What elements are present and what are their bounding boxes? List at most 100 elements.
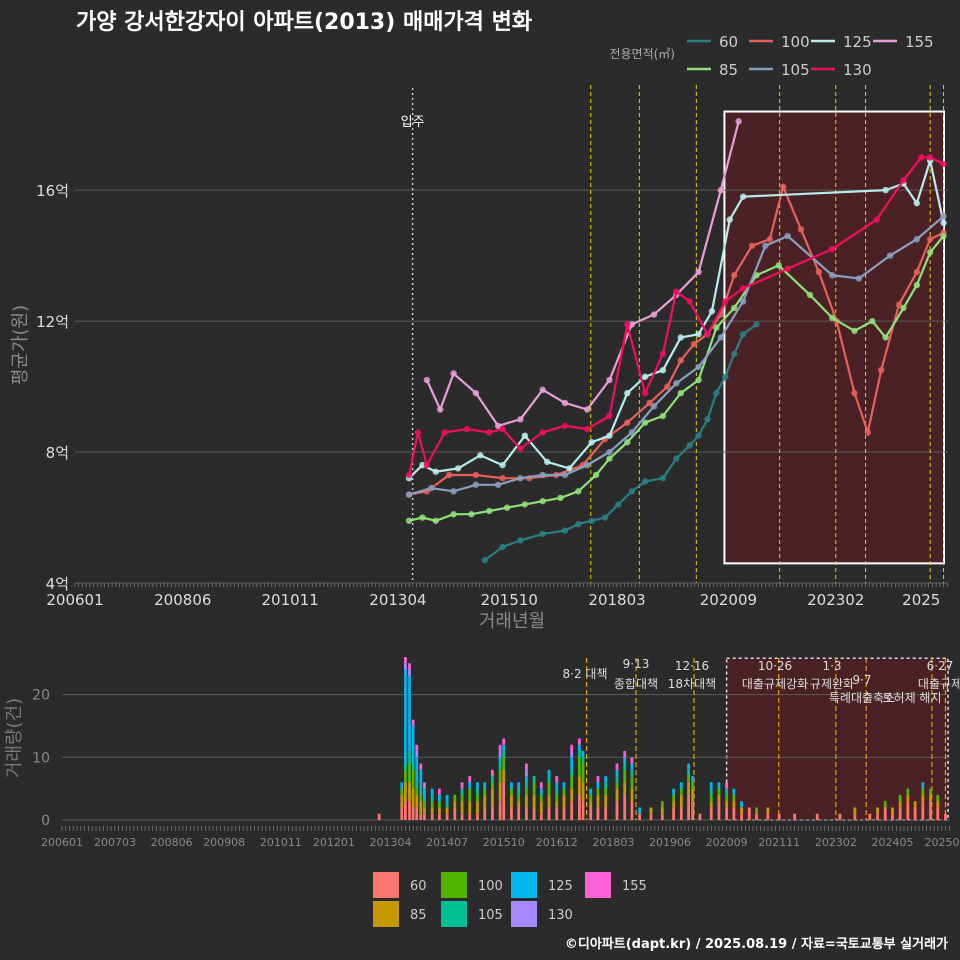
volume-bar-85 xyxy=(411,788,415,808)
volume-bar-60 xyxy=(604,807,608,820)
volume-x-tick-label: 202507 xyxy=(924,836,960,849)
series-point-100 xyxy=(748,242,756,249)
volume-bar-155 xyxy=(468,776,472,783)
legend-title: 전용면적(㎡) xyxy=(609,47,675,61)
volume-bar-85 xyxy=(672,801,676,808)
volume-bar-60 xyxy=(547,807,551,820)
series-point-130 xyxy=(584,425,591,433)
volume-bar-100 xyxy=(453,794,457,802)
volume-bar-105 xyxy=(532,776,536,783)
volume-bar-60 xyxy=(555,807,559,820)
volume-bar-125 xyxy=(717,782,721,789)
volume-bar-125 xyxy=(679,782,683,789)
series-point-105 xyxy=(561,471,569,479)
volume-bar-100 xyxy=(898,794,902,802)
volume-bar-125 xyxy=(547,769,551,777)
x-axis-title: 거래년월 xyxy=(479,611,545,632)
volume-bar-60 xyxy=(630,801,634,820)
volume-x-tick-label: 201304 xyxy=(369,836,411,849)
series-point-85 xyxy=(677,389,684,397)
volume-bar-85 xyxy=(483,794,487,808)
volume-y-tick-label: 10 xyxy=(32,750,50,766)
volume-bar-60 xyxy=(883,807,887,820)
series-point-125 xyxy=(606,432,613,439)
series-point-85 xyxy=(913,281,921,289)
volume-bar-125 xyxy=(502,744,506,752)
volume-x-tick-label: 200908 xyxy=(203,836,245,849)
series-point-125 xyxy=(677,334,684,341)
volume-bar-105 xyxy=(491,776,494,783)
series-point-105 xyxy=(855,275,863,282)
series-point-60 xyxy=(601,514,609,521)
volume-bar-125 xyxy=(404,669,407,764)
volume-bar-60 xyxy=(709,807,713,820)
volume-legend-label-125: 125 xyxy=(548,879,573,894)
volume-bar-100 xyxy=(883,801,887,808)
series-point-125 xyxy=(588,439,595,446)
volume-bar-60 xyxy=(868,813,872,820)
volume-bar-105 xyxy=(415,782,419,789)
volume-bar-85 xyxy=(906,794,910,802)
volume-bar-130 xyxy=(408,669,411,676)
volume-bar-155 xyxy=(630,757,634,764)
series-point-105 xyxy=(886,252,894,259)
series-point-100 xyxy=(677,357,684,364)
volume-bar-100 xyxy=(491,782,494,789)
policy-annotation-name: 규제완화 xyxy=(810,677,854,691)
series-point-85 xyxy=(695,376,702,384)
x-tick-label: 201510 xyxy=(481,591,538,609)
series-point-125 xyxy=(913,200,921,207)
series-point-100 xyxy=(646,399,653,407)
series-point-85 xyxy=(775,262,782,269)
volume-x-tick-label: 201510 xyxy=(483,836,525,849)
volume-bar-60 xyxy=(483,807,487,820)
volume-bar-60 xyxy=(430,813,434,820)
series-point-60 xyxy=(731,350,738,358)
volume-bar-100 xyxy=(408,763,411,783)
volume-legend-swatch-85 xyxy=(373,901,399,927)
volume-x-tick-label: 202111 xyxy=(758,836,800,849)
volume-bar-100 xyxy=(596,788,600,795)
series-point-125 xyxy=(624,389,631,397)
volume-bar-60 xyxy=(517,807,521,820)
volume-bar-105 xyxy=(709,788,713,795)
series-point-125 xyxy=(739,193,747,200)
series-point-130 xyxy=(940,160,947,168)
series-point-100 xyxy=(766,236,774,243)
policy-annotation-date: 9·7 xyxy=(852,673,871,687)
volume-bar-60 xyxy=(438,813,441,820)
volume-bar-60 xyxy=(539,813,543,820)
y-tick-label: 16억 xyxy=(36,182,69,200)
volume-bar-155 xyxy=(491,769,494,777)
volume-bar-100 xyxy=(615,782,619,789)
volume-bar-60 xyxy=(589,807,593,820)
volume-bar-60 xyxy=(944,813,947,820)
volume-bar-85 xyxy=(691,788,695,802)
volume-bar-130 xyxy=(524,769,528,777)
series-point-85 xyxy=(882,334,889,341)
volume-bar-85 xyxy=(596,794,600,808)
volume-bar-60 xyxy=(921,801,925,820)
volume-bar-100 xyxy=(732,794,736,802)
series-point-155 xyxy=(494,422,502,430)
volume-bar-155 xyxy=(411,719,415,726)
volume-bar-85 xyxy=(615,788,619,802)
series-point-105 xyxy=(584,461,591,469)
volume-bar-85 xyxy=(891,807,894,814)
volume-bar-60 xyxy=(377,813,381,820)
volume-x-tick-label: 200703 xyxy=(94,836,136,849)
series-point-85 xyxy=(405,517,413,524)
volume-bar-130 xyxy=(415,751,419,758)
policy-annotation-date: 12·16 xyxy=(675,659,709,673)
volume-bar-105 xyxy=(517,788,521,795)
series-point-155 xyxy=(735,118,742,125)
volume-bar-100 xyxy=(460,794,464,802)
volume-bar-85 xyxy=(547,794,551,808)
policy-annotation-date: 6·27 xyxy=(927,659,954,673)
series-point-130 xyxy=(486,429,493,436)
volume-bar-60 xyxy=(755,813,758,820)
series-point-100 xyxy=(624,419,631,426)
volume-bar-125 xyxy=(438,794,441,802)
volume-bar-100 xyxy=(400,788,404,795)
highlight-box xyxy=(723,110,945,565)
